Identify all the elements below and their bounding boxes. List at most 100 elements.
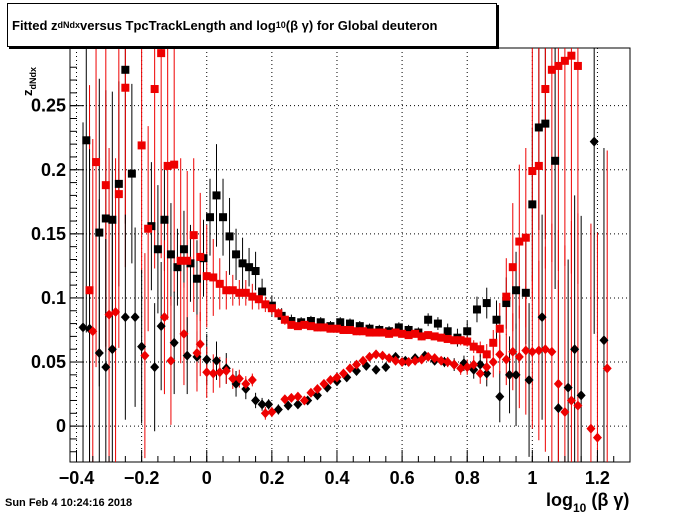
x-axis-title: log10 (β γ): [546, 490, 629, 514]
square-marker: [319, 323, 328, 332]
square-marker: [541, 85, 550, 94]
square-marker: [267, 304, 276, 313]
square-marker: [515, 237, 524, 246]
square-marker: [554, 61, 563, 70]
square-marker: [443, 327, 452, 336]
diamond-marker: [280, 394, 290, 405]
x-tick-label: 0.4: [324, 468, 349, 488]
diamond-marker: [192, 348, 202, 359]
diamond-marker: [397, 357, 407, 368]
x-tick-label: −0.4: [59, 468, 95, 488]
square-marker: [212, 191, 221, 200]
square-marker: [92, 158, 101, 167]
square-marker: [336, 318, 345, 327]
diamond-marker: [482, 368, 492, 379]
square-marker: [469, 342, 478, 351]
square-marker: [339, 325, 348, 334]
square-marker: [443, 334, 452, 343]
diamond-marker: [182, 350, 192, 361]
square-marker: [534, 161, 543, 170]
square-marker: [215, 279, 224, 288]
square-marker: [108, 215, 117, 224]
timestamp: Sun Feb 4 10:24:16 2018: [5, 497, 133, 509]
square-marker: [254, 295, 263, 304]
square-marker: [179, 245, 188, 254]
square-marker: [430, 332, 439, 341]
square-marker: [206, 213, 214, 222]
diamond-marker: [576, 390, 586, 401]
square-marker: [404, 331, 413, 340]
diamond-marker: [283, 400, 293, 411]
y-axis-title: zdNdx: [20, 67, 38, 96]
square-marker: [114, 190, 123, 199]
error-bars: [82, 48, 608, 462]
diamond-marker: [436, 355, 446, 366]
square-marker: [433, 319, 442, 328]
diamond-marker: [260, 408, 270, 419]
square-marker: [202, 272, 211, 281]
square-marker: [248, 292, 257, 301]
square-marker: [219, 213, 228, 222]
square-marker: [261, 300, 270, 309]
square-marker: [251, 267, 260, 276]
diamond-marker: [241, 383, 251, 394]
grid-lines: [70, 48, 630, 462]
square-marker: [492, 315, 501, 324]
diamond-marker: [293, 391, 303, 402]
diamond-marker: [241, 378, 251, 389]
square-marker: [346, 325, 354, 334]
diamond-marker: [495, 391, 505, 402]
square-marker: [287, 320, 296, 329]
square-marker: [306, 322, 315, 331]
square-marker: [547, 65, 556, 74]
diamond-marker: [208, 368, 218, 379]
diamond-marker: [589, 136, 599, 147]
diamond-marker: [586, 423, 596, 434]
diamond-marker: [159, 312, 169, 323]
diamond-marker: [88, 326, 98, 337]
square-marker: [85, 286, 94, 295]
diamond-marker: [475, 368, 485, 379]
diamond-marker: [221, 365, 231, 376]
square-marker: [192, 274, 201, 283]
diamond-marker: [488, 357, 498, 368]
square-marker: [127, 169, 136, 178]
diamond-marker: [202, 367, 212, 378]
diamond-marker: [527, 346, 537, 357]
square-marker: [144, 224, 153, 233]
square-marker: [463, 327, 472, 336]
diamond-marker: [371, 364, 381, 375]
diamond-marker: [195, 339, 205, 350]
diamond-marker: [521, 345, 531, 356]
x-tick-label: 0.8: [455, 468, 480, 488]
square-marker: [196, 252, 205, 261]
diamond-marker: [547, 346, 557, 357]
square-marker: [476, 345, 485, 354]
diamond-marker: [228, 373, 238, 384]
diamond-marker: [267, 407, 277, 418]
square-marker: [121, 83, 130, 92]
diamond-marker: [345, 363, 355, 374]
square-marker: [225, 232, 234, 241]
square-marker: [166, 250, 175, 259]
diamond-marker: [495, 349, 505, 360]
square-marker: [160, 215, 169, 224]
diamond-marker: [537, 312, 547, 323]
square-marker: [411, 329, 420, 338]
diamond-marker: [566, 395, 576, 406]
x-tick-label: 1: [527, 468, 537, 488]
square-marker: [121, 65, 130, 74]
x-tick-label: 0: [202, 468, 212, 488]
diamond-marker: [169, 337, 179, 348]
square-marker: [355, 322, 364, 331]
square-marker: [541, 119, 550, 128]
diamond-marker: [293, 399, 303, 410]
square-marker: [222, 286, 231, 295]
title-text-a: Fitted z: [12, 17, 58, 33]
diamond-marker: [573, 400, 583, 411]
square-marker: [189, 231, 198, 240]
square-marker: [137, 141, 146, 150]
diamond-marker: [391, 355, 401, 366]
y-tick-label: 0.25: [31, 96, 66, 116]
square-marker: [424, 331, 433, 340]
